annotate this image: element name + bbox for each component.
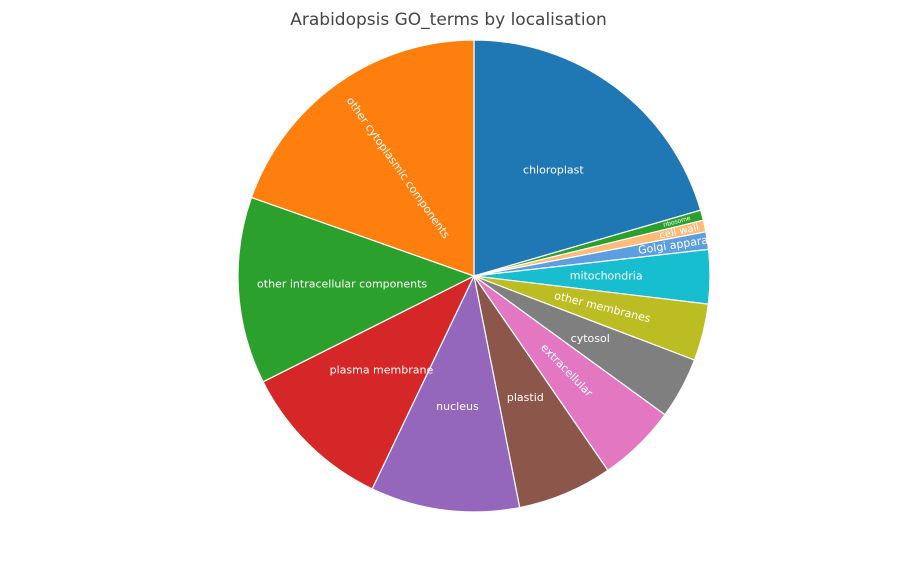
pie-label-chloroplast: chloroplast	[523, 163, 584, 176]
chart-title: Arabidopsis GO_terms by localisation	[290, 10, 607, 30]
pie-label-plastid: plastid	[507, 391, 544, 404]
pie-slice-nucleus	[371, 274, 521, 513]
pie-slices	[237, 39, 711, 513]
pie-slice-chloroplast	[473, 39, 702, 277]
pie-slice-other-intracellular-components	[237, 196, 476, 383]
pie-slice-other-cytoplasmic-components	[250, 39, 475, 277]
pie-label-nucleus: nucleus	[436, 400, 479, 413]
pie-slice-plasma-membrane	[262, 274, 476, 490]
pie-label-other-intracellular-components: other intracellular components	[257, 277, 427, 290]
pie-label-plasma-membrane: plasma membrane	[330, 363, 434, 376]
pie-label-mitochondria: mitochondria	[570, 269, 643, 282]
pie-label-cytosol: cytosol	[571, 332, 610, 345]
